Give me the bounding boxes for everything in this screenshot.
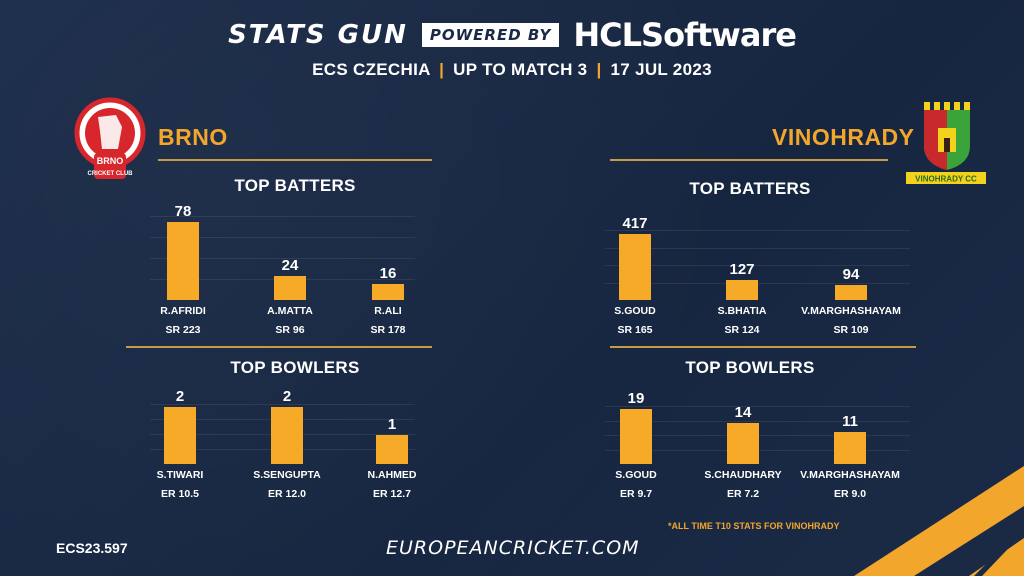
brand-row: STATS GUN POWERED BY HCLSoftware <box>0 12 1024 58</box>
subtitle: ECS CZECHIA | UP TO MATCH 3 | 17 JUL 202… <box>0 60 1024 80</box>
bar-sgoud <box>620 409 652 464</box>
brand-stats-gun: STATS GUN <box>228 20 408 50</box>
bar-rafridi <box>167 222 199 300</box>
player-name-label: V.MARGHASHAYAM <box>800 469 900 481</box>
player-stat-label: SR 124 <box>724 324 760 336</box>
subtitle-separator: | <box>439 60 445 79</box>
player-stat-label: ER 12.0 <box>268 488 306 500</box>
bar-value-label: 94 <box>842 266 860 283</box>
player-stat-label: ER 9.7 <box>619 488 653 500</box>
gridline <box>150 258 415 259</box>
bar-value-label: 78 <box>174 203 192 220</box>
brand-hcl-software: HCLSoftware <box>573 16 797 54</box>
svg-text:VINOHRADY CC: VINOHRADY CC <box>915 175 977 184</box>
section-title-vinohrady-bowlers: TOP BOWLERS <box>685 358 815 377</box>
divider-vinohrady-mid <box>610 346 916 348</box>
chart-brno-bowlers: 2 S.TIWARI ER 10.5 2 S.SENGUPTA ER 12.0 1 N.AHM… <box>150 388 417 500</box>
divider-brno-top <box>158 159 432 161</box>
gridline <box>150 237 415 238</box>
brno-logo: BRNO CRICKET CLUB <box>74 97 146 179</box>
bar-value-label: 19 <box>627 390 645 407</box>
bar-value-label: 16 <box>379 265 397 282</box>
gridline <box>605 406 910 407</box>
team-name-vinohrady: VINOHRADY <box>772 124 915 150</box>
bar-nahmed <box>376 435 408 464</box>
bar-sgoud <box>619 234 651 300</box>
bar-vmarghashayam <box>835 285 867 300</box>
bar-vmarghashayam <box>834 432 866 464</box>
section-title-brno-bowlers: TOP BOWLERS <box>230 358 360 377</box>
bar-value-label: 2 <box>282 388 292 405</box>
player-name-label: S.GOUD <box>614 305 656 317</box>
brand-powered-by: POWERED BY <box>421 23 560 47</box>
bar-value-label: 1 <box>387 416 397 433</box>
team-name-brno: BRNO <box>158 124 228 150</box>
subtitle-separator: | <box>596 60 602 79</box>
bar-stiwari <box>164 407 196 464</box>
chart-vinohrady-bowlers: 19 S.GOUD ER 9.7 14 S.CHAUDHARY ER 7.2 11 V.MAR… <box>605 390 910 500</box>
player-name-label: S.SENGUPTA <box>253 469 321 481</box>
player-stat-label: SR 165 <box>617 324 653 336</box>
vinohrady-logo: VINOHRADY CC <box>906 102 986 184</box>
player-name-label: N.AHMED <box>367 469 417 481</box>
bar-amatta <box>274 276 306 300</box>
bar-value-label: 11 <box>842 413 858 430</box>
player-stat-label: SR 223 <box>165 324 201 336</box>
player-stat-label: ER 9.0 <box>833 488 867 500</box>
gridline <box>605 248 910 249</box>
player-name-label: V.MARGHASHAYAM <box>801 305 901 317</box>
section-title-brno-batters: TOP BATTERS <box>234 176 356 195</box>
player-name-label: A.MATTA <box>267 305 313 317</box>
player-name-label: S.TIWARI <box>156 469 204 481</box>
gridline <box>150 404 415 405</box>
bar-value-label: 127 <box>729 261 755 278</box>
gridline <box>605 265 910 266</box>
gridline <box>150 216 415 217</box>
bar-value-label: 14 <box>734 404 752 421</box>
player-stat-label: SR 178 <box>370 324 406 336</box>
player-name-label: R.ALI <box>374 305 402 317</box>
svg-text:CRICKET CLUB: CRICKET CLUB <box>88 171 134 177</box>
bar-value-label: 2 <box>175 388 185 405</box>
player-stat-label: ER 12.7 <box>373 488 411 500</box>
chart-brno-batters: 78 R.AFRIDI SR 223 24 A.MATTA SR 96 16 R.ALI SR … <box>150 203 415 336</box>
bar-schaudhary <box>727 423 759 464</box>
divider-brno-mid <box>126 346 432 348</box>
gridline <box>605 421 910 422</box>
bar-rali <box>372 284 404 300</box>
svg-text:BRNO: BRNO <box>97 156 124 166</box>
website-link[interactable]: EUROPEANCRICKET.COM <box>386 537 640 559</box>
chart-vinohrady-batters: 417 S.GOUD SR 165 127 S.BHATIA SR 124 94 V.MARG… <box>605 215 910 336</box>
player-name-label: S.CHAUDHARY <box>704 469 782 481</box>
header: STATS GUN POWERED BY HCLSoftware ECS CZE… <box>0 12 1024 80</box>
decorative-stripes <box>854 466 1024 576</box>
player-stat-label: ER 7.2 <box>726 488 760 500</box>
bar-ssengupta <box>271 407 303 464</box>
subtitle-event: ECS CZECHIA <box>312 60 431 79</box>
subtitle-match: UP TO MATCH 3 <box>453 60 588 79</box>
player-name-label: S.BHATIA <box>717 305 767 317</box>
section-title-vinohrady-batters: TOP BATTERS <box>689 179 811 198</box>
bar-sbhatia <box>726 280 758 300</box>
player-stat-label: SR 109 <box>833 324 869 336</box>
player-name-label: R.AFRIDI <box>160 305 206 317</box>
player-name-label: S.GOUD <box>615 469 657 481</box>
bar-value-label: 417 <box>622 215 648 232</box>
graphic-code: ECS23.597 <box>56 540 128 556</box>
divider-vinohrady-top <box>610 159 888 161</box>
bar-value-label: 24 <box>281 257 299 274</box>
player-stat-label: ER 10.5 <box>161 488 199 500</box>
player-stat-label: SR 96 <box>275 324 305 336</box>
footnote: *ALL TIME T10 STATS FOR VINOHRADY <box>668 521 840 531</box>
subtitle-date: 17 JUL 2023 <box>610 60 712 79</box>
gridline <box>605 230 910 231</box>
